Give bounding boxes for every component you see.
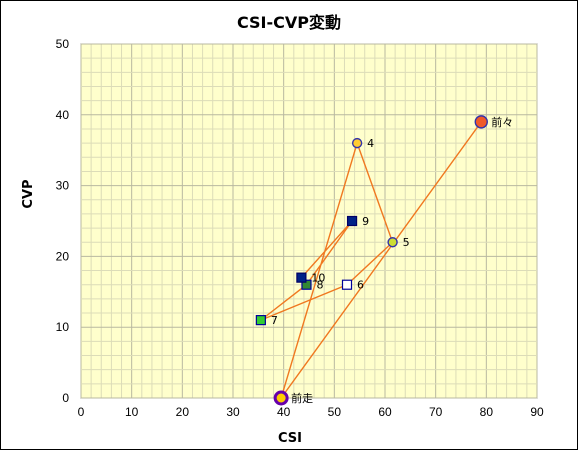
point-label-前走: 前走	[291, 391, 313, 405]
point-label-5: 5	[403, 236, 410, 249]
point-marker-7	[255, 315, 266, 326]
point-marker-9	[346, 215, 358, 227]
point-label-7: 7	[271, 314, 278, 327]
plot-area	[80, 43, 538, 399]
x-tick-label: 40	[277, 405, 291, 419]
point-marker-6	[341, 279, 353, 290]
x-tick-label: 50	[328, 405, 342, 419]
x-tick-label: 20	[176, 405, 190, 419]
x-axis-label: CSI	[278, 431, 302, 446]
point-label-8: 8	[316, 279, 323, 292]
point-marker-4	[351, 137, 363, 149]
grid-lines	[80, 43, 538, 399]
point-label-10: 10	[311, 272, 325, 285]
chart-title: CSI-CVP変動	[237, 13, 341, 32]
y-tick-label: 10	[56, 320, 70, 334]
x-tick-label: 0	[78, 405, 85, 419]
y-axis-label: CVP	[21, 179, 36, 208]
y-tick-label: 0	[62, 391, 69, 405]
y-tick-label: 30	[56, 179, 70, 193]
point-label-6: 6	[357, 279, 364, 292]
y-tick-label: 20	[56, 249, 70, 263]
point-marker-前走	[273, 390, 289, 406]
x-tick-label: 10	[125, 405, 139, 419]
point-marker-10	[296, 272, 307, 283]
x-tick-label: 90	[530, 405, 544, 419]
y-tick-label: 50	[56, 37, 70, 51]
point-label-9: 9	[362, 215, 369, 228]
point-label-前々: 前々	[491, 115, 513, 129]
data-markers	[255, 115, 488, 406]
x-tick-label: 60	[378, 405, 392, 419]
point-label-4: 4	[367, 137, 374, 150]
x-tick-label: 30	[226, 405, 240, 419]
tick-labels: 0 10 20 30 40 50 60 70 80 90 0 10 20 30 40 50	[56, 37, 544, 419]
point-marker-5	[387, 237, 398, 248]
x-tick-label: 80	[480, 405, 494, 419]
x-tick-label: 70	[429, 405, 443, 419]
y-tick-label: 40	[56, 108, 70, 122]
point-marker-前々	[474, 115, 488, 129]
